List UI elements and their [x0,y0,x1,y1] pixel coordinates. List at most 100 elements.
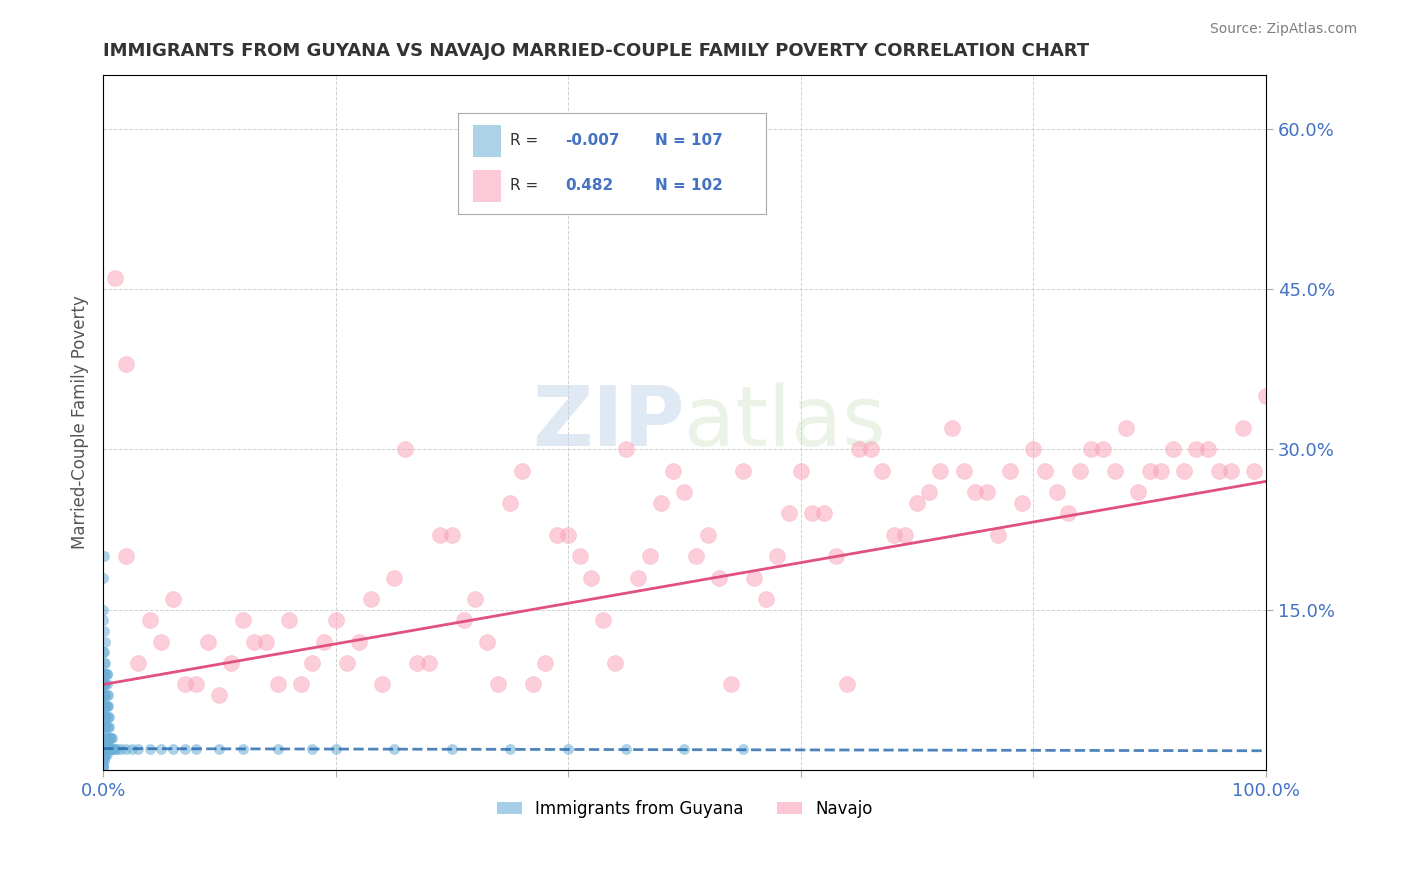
Point [499,496,522,510]
Point [91,709,114,723]
Point [97,688,120,702]
Point [475,634,498,648]
Point [94,731,117,745]
Point [883,528,905,542]
Point [347,634,370,648]
Point [100,741,122,756]
Point [208,741,231,756]
Point [464,591,486,606]
Point [91,760,114,774]
Point [91,752,114,766]
Point [301,741,323,756]
Point [91,571,114,585]
Point [278,613,301,627]
Point [824,549,846,564]
Point [186,677,208,691]
Point [101,741,124,756]
Point [91,736,114,750]
Point [254,634,277,648]
Point [97,731,120,745]
Point [731,741,754,756]
Text: atlas: atlas [685,382,886,463]
Point [440,741,463,756]
Point [1057,507,1080,521]
Point [93,741,115,756]
Point [894,528,917,542]
Point [208,688,231,702]
Point [94,736,117,750]
Point [1208,464,1230,478]
Point [534,656,557,670]
Point [97,698,120,713]
Point [91,613,114,627]
Point [94,634,117,648]
Point [93,709,115,723]
Point [96,688,118,702]
Point [673,741,696,756]
Point [98,731,121,745]
Point [325,613,347,627]
Point [93,656,115,670]
Point [1197,442,1219,457]
Point [941,421,963,435]
Point [406,656,429,670]
Point [1139,464,1161,478]
Point [97,720,120,734]
Point [360,591,382,606]
Point [94,656,117,670]
Point [91,666,114,681]
Point [488,677,510,691]
Point [93,747,115,761]
Point [614,442,637,457]
Point [127,656,149,670]
Point [93,549,115,564]
Point [162,591,184,606]
Point [150,741,173,756]
Point [813,507,835,521]
Point [96,698,118,713]
Point [91,645,114,659]
Point [91,731,114,745]
Point [325,741,347,756]
Point [93,624,115,638]
Point [1161,442,1184,457]
Point [243,634,266,648]
Point [127,741,149,756]
Point [917,485,939,500]
Text: Source: ZipAtlas.com: Source: ZipAtlas.com [1209,22,1357,37]
Point [96,736,118,750]
Point [94,741,117,756]
Point [638,549,661,564]
Point [673,485,696,500]
Point [150,634,173,648]
Point [105,741,128,756]
Point [94,750,117,764]
Point [440,528,463,542]
Point [371,677,394,691]
Point [429,528,451,542]
Point [98,741,121,756]
Point [138,613,160,627]
Point [952,464,974,478]
Point [1254,389,1277,403]
Point [97,720,120,734]
Point [1185,442,1208,457]
Point [382,741,405,756]
Point [905,496,928,510]
Point [312,634,335,648]
Point [91,677,114,691]
Text: IMMIGRANTS FROM GUYANA VS NAVAJO MARRIED-COUPLE FAMILY POVERTY CORRELATION CHART: IMMIGRANTS FROM GUYANA VS NAVAJO MARRIED… [103,42,1090,60]
Point [301,656,323,670]
Point [766,549,789,564]
Point [91,757,114,772]
Point [91,761,114,775]
Point [91,677,114,691]
Point [93,731,115,745]
Legend: Immigrants from Guyana, Navajo: Immigrants from Guyana, Navajo [489,793,879,824]
Point [101,731,124,745]
Point [104,741,127,756]
Point [870,464,893,478]
Point [93,677,115,691]
Point [859,442,882,457]
Point [91,698,114,713]
